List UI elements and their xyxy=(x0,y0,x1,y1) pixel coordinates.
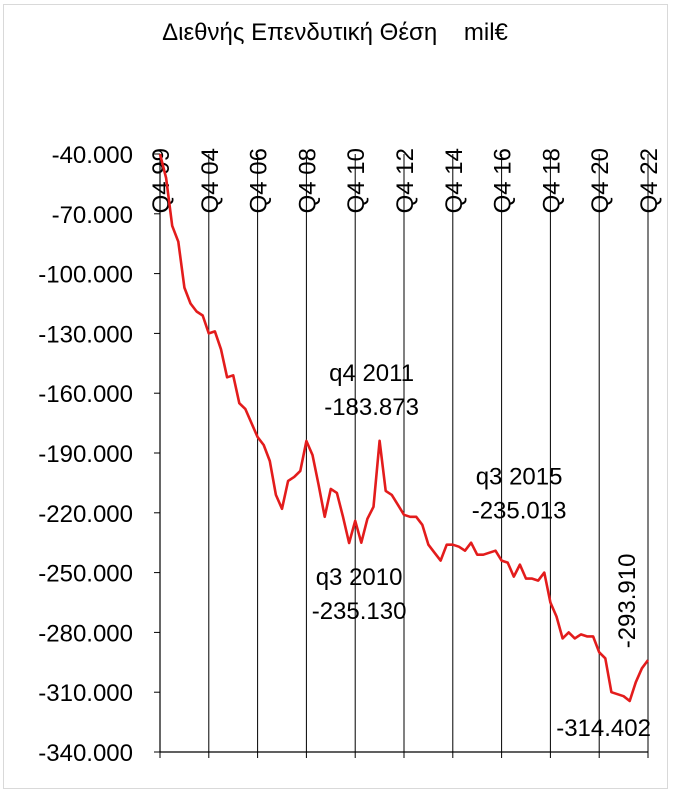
annotation-label: q3 2010 xyxy=(316,564,403,591)
chart-title: Διεθνής Επενδυτική Θέση mil€ xyxy=(162,19,508,46)
annotation-label: -293.910 xyxy=(614,554,641,649)
grid-lines xyxy=(208,154,649,752)
y-tick-label: -70.000 xyxy=(52,202,133,229)
annotation-label: -314.402 xyxy=(556,715,651,742)
annotation-label: -235.013 xyxy=(472,498,567,525)
annotation-label: q4 2011 xyxy=(329,360,414,387)
y-tick-label: -340.000 xyxy=(38,740,133,767)
y-tick-label: -250.000 xyxy=(38,561,133,588)
x-tick-label: Q4 20 xyxy=(587,148,614,213)
x-tick-label: Q4 14 xyxy=(441,148,468,213)
x-tick-label: Q4 06 xyxy=(246,148,273,213)
y-tick-label: -220.000 xyxy=(38,501,133,528)
x-tick-label: Q4 18 xyxy=(538,148,565,213)
x-tick-label: Q4 04 xyxy=(197,148,224,213)
y-tick-label: -310.000 xyxy=(38,680,133,707)
annotation-label: q3 2015 xyxy=(476,464,563,491)
y-tick-label: -160.000 xyxy=(38,381,133,408)
y-tick-label: -40.000 xyxy=(52,142,133,169)
series-layer xyxy=(158,153,650,703)
chart-frame xyxy=(3,4,668,789)
series-line xyxy=(158,153,650,703)
x-tick-label: Q4 16 xyxy=(490,148,517,213)
annotation-label: -183.873 xyxy=(324,394,419,421)
annotations: q4 2011 -183.873 q3 2010 -235.130 q3 2015 -23… xyxy=(312,360,651,742)
y-tick-label: -280.000 xyxy=(38,620,133,647)
y-tick-label: -130.000 xyxy=(38,321,133,348)
annotation-label: -235.130 xyxy=(312,598,407,625)
x-tick-label: Q4 10 xyxy=(343,148,370,213)
axes xyxy=(154,153,649,758)
x-tick-label: Q4 08 xyxy=(294,148,321,213)
y-tick-labels: -40.000 -70.000 -100.000 -130.000 -160.000 -1… xyxy=(38,142,133,767)
x-tick-label: Q4 22 xyxy=(636,148,663,213)
x-tick-labels: Q4 99 Q4 04 Q4 06 Q4 08 Q4 10 Q4 12 Q4 14 Q4 16… xyxy=(148,148,663,213)
y-tick-label: -190.000 xyxy=(38,441,133,468)
y-tick-label: -100.000 xyxy=(38,262,133,289)
x-tick-label: Q4 12 xyxy=(392,148,419,213)
